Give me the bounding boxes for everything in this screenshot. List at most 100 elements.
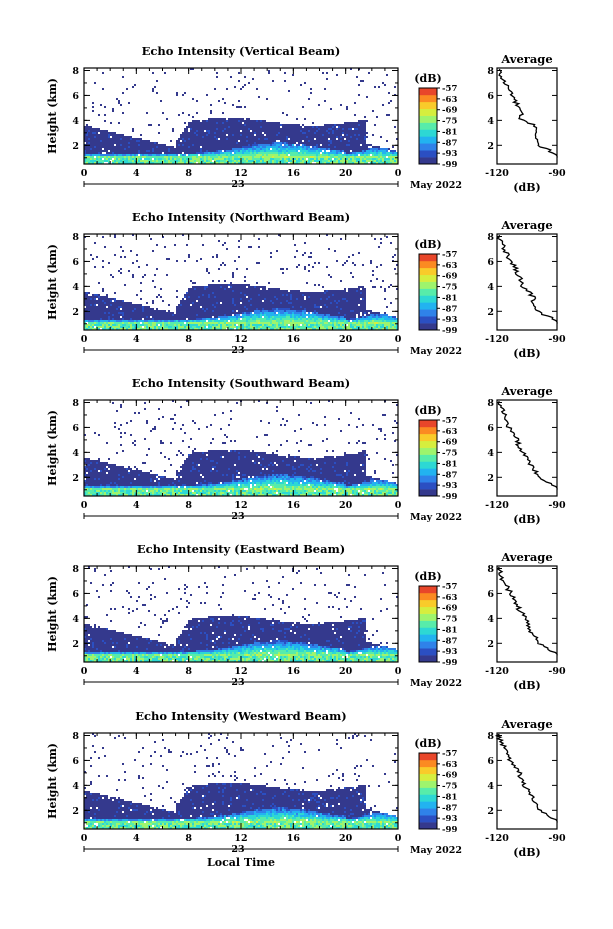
profile-x-axis-label: (dB) (513, 347, 540, 360)
y-tick-label: 6 (72, 257, 79, 268)
date-label: 23 (231, 677, 244, 688)
colorbar-swatch (419, 433, 437, 442)
colorbar-tick-label: -75 (442, 782, 457, 792)
y-tick-label: 2 (72, 307, 79, 318)
colorbar-tick-label: -69 (442, 106, 457, 116)
colorbar-unit: (dB) (414, 238, 441, 251)
x-tick-label: 0 (395, 500, 402, 511)
profile-frame (496, 233, 558, 331)
colorbar-swatch (419, 592, 437, 601)
profile-y-tick-label: 6 (487, 257, 494, 268)
colorbar-tick-label: -93 (442, 149, 457, 159)
colorbar-tick-label: -69 (442, 272, 457, 282)
x-tick-label: 12 (234, 666, 247, 677)
colorbar-swatch (419, 808, 437, 816)
profile-x-axis-label: (dB) (513, 679, 540, 692)
y-tick-label: 2 (72, 473, 79, 484)
colorbar-frame (418, 87, 438, 165)
x-tick-label: 0 (395, 334, 402, 345)
colorbar-tick-label: -81 (442, 459, 457, 469)
colorbar-swatch (419, 766, 437, 775)
x-tick-label: 16 (287, 666, 301, 677)
colorbar-swatch (419, 108, 437, 116)
x-tick-label: 8 (185, 666, 192, 677)
colorbar-unit: (dB) (414, 404, 441, 417)
profile-y-tick-label: 8 (487, 398, 494, 409)
month-label: May 2022 (410, 512, 462, 523)
x-axis-label: Local Time (207, 856, 275, 869)
colorbar-tick-label: -81 (442, 127, 457, 137)
y-tick-label: 6 (72, 589, 79, 600)
colorbar-tick-label: -63 (442, 593, 457, 603)
y-tick-label: 6 (72, 423, 79, 434)
colorbar-tick-label: -93 (442, 315, 457, 325)
colorbar-swatch (419, 122, 437, 130)
colorbar-tick-label: -57 (442, 250, 457, 260)
colorbar-swatch (419, 115, 437, 123)
colorbar-swatch (419, 143, 437, 151)
colorbar-tick-label: -87 (442, 138, 457, 148)
x-tick-label: 0 (81, 666, 88, 677)
y-tick-label: 8 (72, 564, 79, 575)
y-axis-label: Height (km) (46, 576, 59, 652)
y-tick-label: 8 (72, 398, 79, 409)
y-tick-label: 4 (72, 448, 79, 459)
panel-title: Echo Intensity (Westward Beam) (135, 709, 346, 723)
profile-y-tick-label: 2 (487, 307, 494, 318)
heatmap-cells (84, 566, 398, 662)
profile-y-tick-label: 8 (487, 564, 494, 575)
colorbar-tick-label: -69 (442, 438, 457, 448)
date-label: 23 (231, 844, 244, 855)
x-tick-label: 8 (185, 168, 192, 179)
colorbar-swatch (419, 440, 437, 448)
colorbar-swatch (419, 599, 437, 608)
colorbar-swatch (419, 94, 437, 103)
colorbar-swatch (419, 101, 437, 110)
date-label: 23 (231, 345, 244, 356)
colorbar-swatch (419, 482, 437, 490)
x-tick-label: 20 (339, 500, 353, 511)
colorbar-swatch (419, 773, 437, 781)
panel-title: Echo Intensity (Northward Beam) (132, 210, 350, 224)
colorbar-swatch (419, 620, 437, 628)
x-tick-label: 0 (395, 168, 402, 179)
colorbar-swatch (419, 468, 437, 476)
colorbar-tick-label: -81 (442, 625, 457, 635)
profile-title: Average (500, 550, 552, 564)
profile-x-axis-label: (dB) (513, 846, 540, 859)
colorbar-tick-label: -99 (442, 160, 457, 170)
colorbar-tick-label: -81 (442, 293, 457, 303)
colorbar-tick-label: -63 (442, 760, 457, 770)
profile-y-tick-label: 4 (487, 448, 494, 459)
colorbar-swatch (419, 489, 437, 497)
profile-line (494, 733, 558, 823)
colorbar-swatch (419, 454, 437, 462)
y-tick-label: 4 (72, 781, 79, 792)
colorbar-swatch (419, 254, 437, 262)
colorbar-tick-label: -63 (442, 427, 457, 437)
x-tick-label: 4 (133, 500, 140, 511)
x-tick-label: 12 (234, 833, 247, 844)
panel-3: Echo Intensity (Eastward Beam) 2 4 6 8 0 4 8 12 1… (46, 542, 566, 692)
x-tick-label: 4 (133, 334, 140, 345)
colorbar-swatch (419, 157, 437, 165)
panel-title: Echo Intensity (Southward Beam) (132, 376, 350, 390)
colorbar-swatch (419, 475, 437, 483)
panel-0: Echo Intensity (Vertical Beam) 2 4 6 8 0 4 8 12 1… (46, 44, 566, 194)
colorbar-swatch (419, 274, 437, 282)
colorbar-swatch (419, 822, 437, 830)
profile-y-tick-label: 4 (487, 116, 494, 127)
colorbar-swatch (419, 586, 437, 594)
colorbar-tick-label: -57 (442, 749, 457, 759)
colorbar-swatch (419, 129, 437, 137)
x-tick-label: 8 (185, 833, 192, 844)
heatmap-cells (84, 68, 398, 164)
profile-title: Average (500, 384, 552, 398)
colorbar-tick-label: -57 (442, 416, 457, 426)
profile-line (498, 68, 558, 158)
profile-x-tick-label: -90 (548, 500, 566, 511)
colorbar-tick-label: -75 (442, 117, 457, 127)
colorbar-tick-label: -87 (442, 636, 457, 646)
colorbar-swatch (419, 787, 437, 795)
